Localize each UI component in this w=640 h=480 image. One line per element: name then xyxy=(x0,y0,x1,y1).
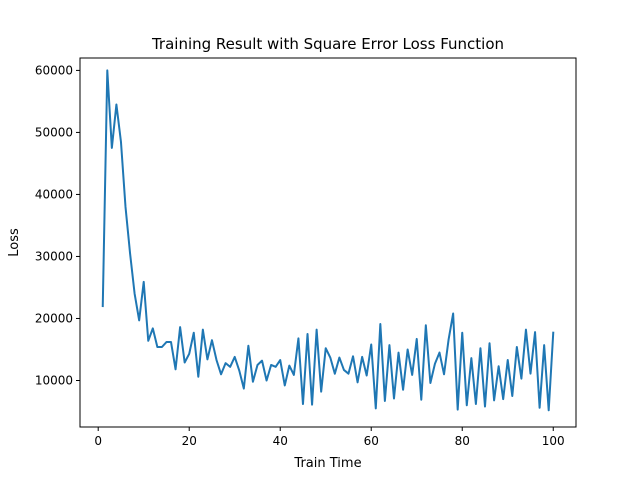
loss-series-line xyxy=(101,69,555,412)
x-tick-label: 40 xyxy=(273,434,288,448)
x-tick-label: 0 xyxy=(94,434,102,448)
y-tick-label: 20000 xyxy=(35,311,73,325)
plot-frame xyxy=(79,57,577,428)
x-tick-label: 80 xyxy=(455,434,470,448)
x-axis-label: Train Time xyxy=(293,456,361,471)
x-tick-label: 20 xyxy=(182,434,197,448)
y-tick-label: 50000 xyxy=(35,125,73,139)
plot-area xyxy=(80,58,576,427)
chart-title: Training Result with Square Error Loss F… xyxy=(151,35,504,53)
y-tick-label: 10000 xyxy=(35,373,73,387)
y-tick-label: 40000 xyxy=(35,187,73,201)
y-axis-ticks: 10000 20000 30000 40000 50000 60000 xyxy=(35,63,80,387)
x-axis-ticks: 0 20 40 60 80 100 xyxy=(94,427,565,448)
y-tick-label: 30000 xyxy=(35,249,73,263)
x-tick-label: 60 xyxy=(364,434,379,448)
x-tick-label: 100 xyxy=(542,434,565,448)
y-tick-label: 60000 xyxy=(35,63,73,77)
y-axis-label: Loss xyxy=(7,228,22,257)
